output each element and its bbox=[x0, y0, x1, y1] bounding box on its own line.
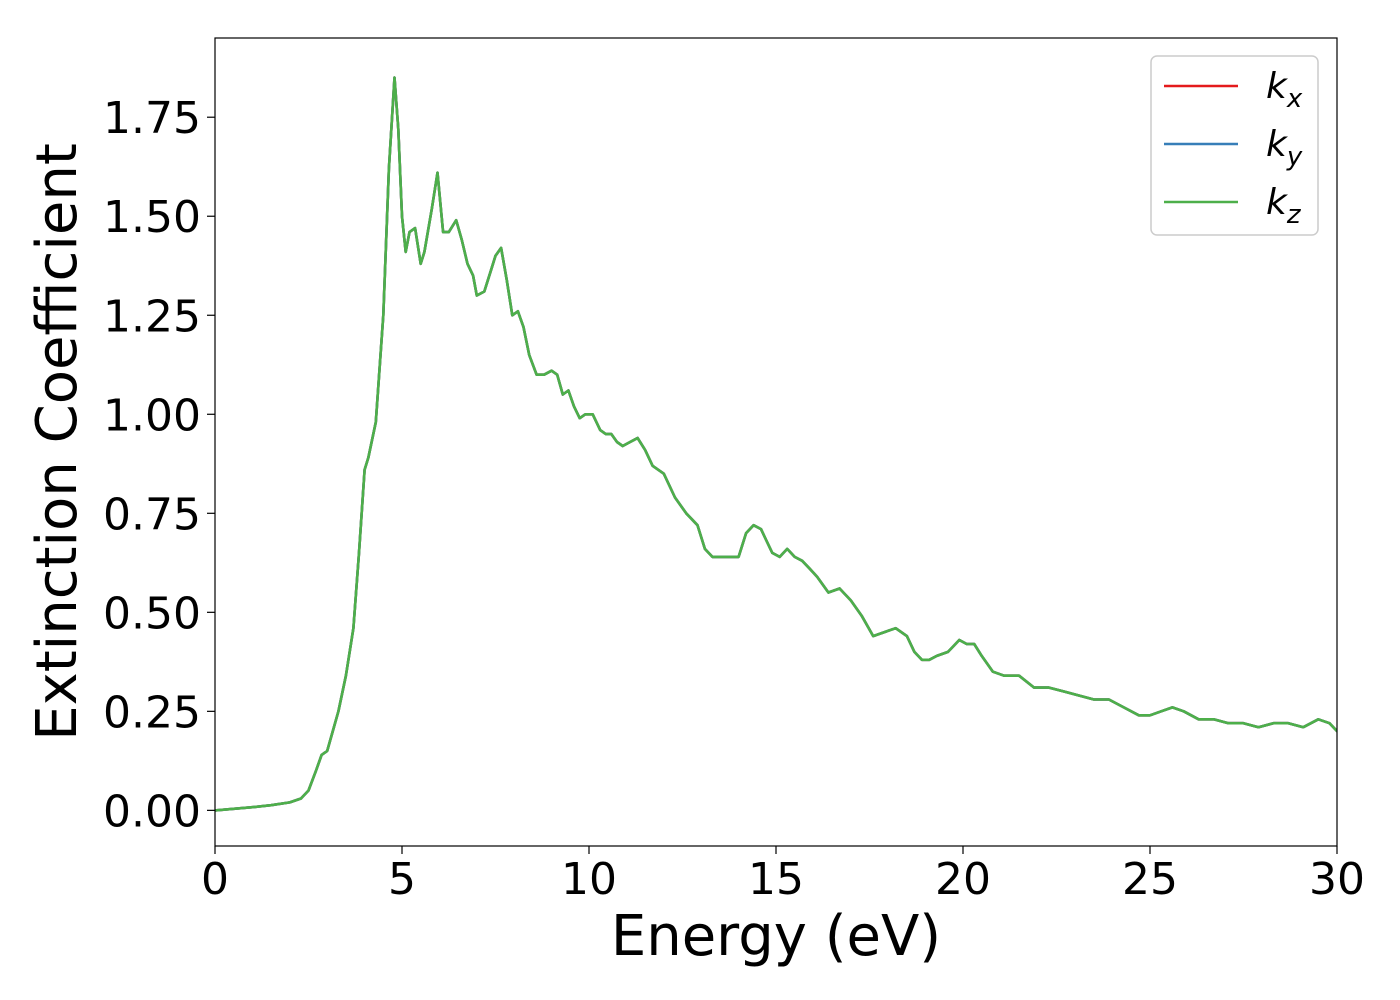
plot-area bbox=[215, 38, 1337, 846]
y-tick-label: 0.75 bbox=[103, 489, 201, 540]
y-tick-label: 1.00 bbox=[103, 390, 201, 441]
legend-box bbox=[1150, 55, 1319, 236]
series-layer bbox=[215, 76, 1337, 812]
x-tick-label: 30 bbox=[1309, 854, 1365, 905]
x-tick-label: 25 bbox=[1122, 854, 1178, 905]
y-tick-label: 0.50 bbox=[103, 588, 201, 639]
x-tick-label: 10 bbox=[561, 854, 617, 905]
x-axis-label: Energy (eV) bbox=[611, 904, 941, 969]
y-tick-label: 1.25 bbox=[103, 291, 201, 342]
legend-label-ky: ky bbox=[1266, 124, 1303, 172]
y-tick-label: 1.50 bbox=[103, 192, 201, 243]
x-tick-label: 5 bbox=[388, 854, 416, 905]
x-tick-label: 15 bbox=[748, 854, 804, 905]
y-tick-label: 0.25 bbox=[103, 687, 201, 738]
y-tick-label: 1.75 bbox=[103, 93, 201, 144]
y-tick-label: 0.00 bbox=[103, 786, 201, 837]
y-axis-label: Extinction Coefficient bbox=[25, 143, 90, 741]
legend: kx ky kz bbox=[1150, 55, 1319, 236]
x-axis: 0 5 10 15 20 25 30 bbox=[201, 846, 1365, 905]
x-tick-label: 0 bbox=[201, 854, 229, 905]
legend-label-kx: kx bbox=[1266, 66, 1303, 114]
series-line-kz bbox=[215, 76, 1337, 812]
y-axis: 0.00 0.25 0.50 0.75 1.00 1.25 1.50 1.75 bbox=[103, 93, 215, 837]
legend-label-kz: kz bbox=[1266, 182, 1302, 230]
x-tick-label: 20 bbox=[935, 854, 991, 905]
